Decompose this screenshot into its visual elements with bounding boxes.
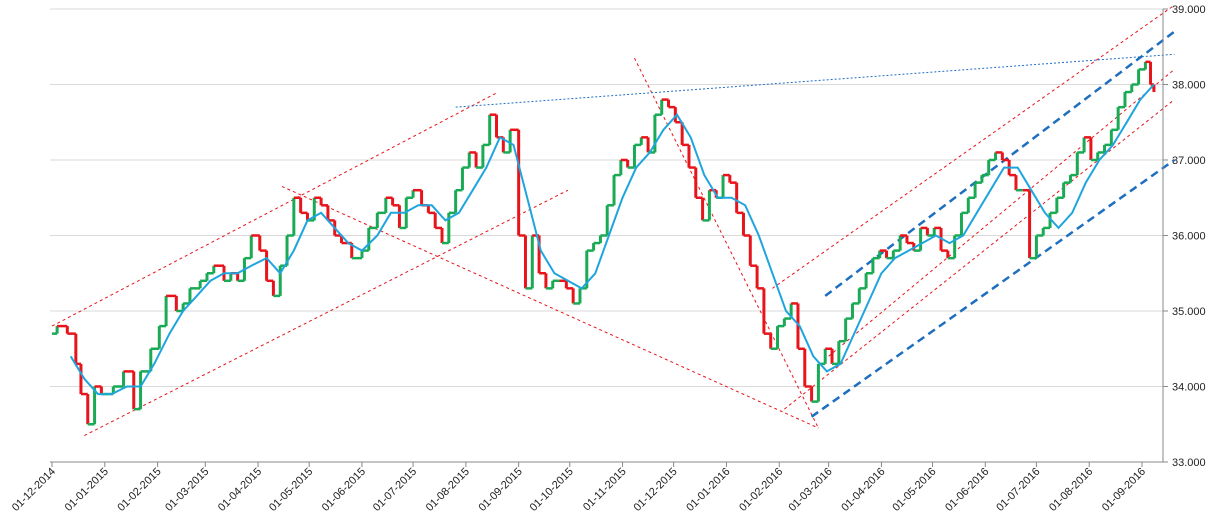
- moving-average-series: [69, 83, 1155, 396]
- x-tick-label: 01-04-2016: [839, 466, 887, 514]
- x-tick-label: 01-02-2015: [115, 466, 163, 514]
- moving-average-line: [69, 83, 1155, 396]
- trendline: [51, 91, 499, 327]
- x-tick-label: 01-11-2015: [581, 466, 629, 514]
- x-tick-label: 01-01-2016: [684, 466, 732, 514]
- gridlines: [50, 8, 1163, 463]
- trendline: [824, 30, 1176, 297]
- x-tick-label: 01-05-2015: [267, 466, 315, 514]
- y-tick-label: 39.000: [1172, 4, 1206, 16]
- x-tick-label: 01-03-2016: [786, 466, 834, 514]
- x-tick-label: 01-04-2015: [216, 466, 264, 514]
- x-tick-label: 01-06-2015: [320, 466, 368, 514]
- axes: 33.000 34.000 35.000 36.000 37.000 38.000 39.0…: [10, 4, 1206, 514]
- trendline: [784, 99, 1175, 410]
- trendlines: [51, 4, 1176, 437]
- y-tick-label: 35.000: [1172, 306, 1206, 318]
- y-tick-label: 37.000: [1172, 155, 1206, 167]
- trendline: [281, 185, 819, 429]
- x-tick-label: 01-01-2015: [63, 466, 111, 514]
- x-tick-label: 01-12-2015: [631, 466, 679, 514]
- trendline: [772, 4, 1175, 289]
- x-tick-label: 01-07-2016: [994, 466, 1042, 514]
- x-tick-label: 01-09-2016: [1100, 466, 1148, 514]
- trendline: [828, 69, 1175, 357]
- x-tick-label: 01-05-2016: [890, 466, 938, 514]
- x-tick-label: 01-09-2015: [476, 466, 524, 514]
- price-series: [52, 60, 1156, 426]
- trendline: [84, 189, 569, 437]
- y-tick-label: 34.000: [1172, 382, 1206, 394]
- x-tick-label: 01-02-2016: [737, 466, 785, 514]
- y-tick-label: 36.000: [1172, 231, 1206, 243]
- y-tick-label: 33.000: [1172, 457, 1206, 469]
- trendline: [455, 53, 1175, 108]
- x-tick-label: 01-08-2016: [1047, 466, 1095, 514]
- x-tick-label: 01-08-2015: [424, 466, 472, 514]
- x-tick-label: 01-10-2015: [528, 466, 576, 514]
- trendline: [810, 158, 1176, 418]
- x-tick-label: 01-12-2014: [10, 466, 58, 514]
- trendline: [634, 57, 819, 429]
- y-tick-label: 38.000: [1172, 80, 1206, 92]
- x-tick-label: 01-06-2016: [943, 466, 991, 514]
- x-tick-label: 01-03-2015: [163, 466, 211, 514]
- x-tick-label: 01-07-2015: [371, 466, 419, 514]
